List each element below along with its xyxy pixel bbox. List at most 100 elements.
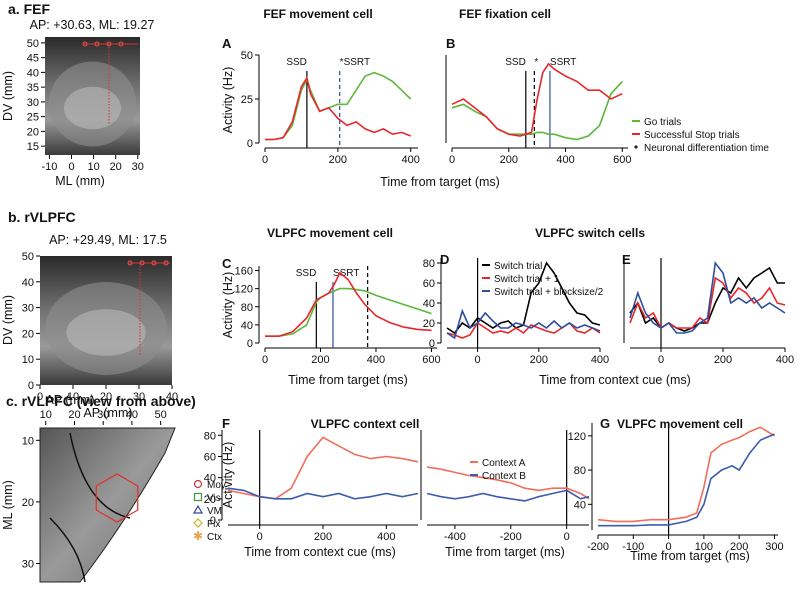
- series-line: [227, 487, 419, 500]
- y-tick-label: 25: [241, 94, 253, 106]
- image-decoration: [39, 427, 176, 583]
- legend-label: Context B: [482, 471, 526, 482]
- legend-swatch: [634, 145, 638, 149]
- event-label: SSRT: [333, 268, 360, 279]
- event-label: SSD: [286, 57, 307, 68]
- y-tick-label: 50: [22, 251, 34, 263]
- x-tick-label: 0: [257, 531, 263, 543]
- y-tick-label: 30: [22, 303, 34, 315]
- legend-label: Context A: [482, 458, 526, 469]
- series-line: [598, 433, 775, 527]
- x-axis-label: ML (mm): [55, 174, 105, 188]
- y-tick-label: 10: [22, 354, 34, 366]
- event-label: SSRT: [550, 57, 577, 68]
- grid-hole: [106, 41, 112, 47]
- y-tick-label: 35: [27, 82, 39, 94]
- x-axis-label: Time from context cue (ms): [539, 373, 691, 387]
- y-axis-label: Activity (Hz): [221, 67, 235, 134]
- y-tick-label: 40: [574, 499, 586, 511]
- grid-hole: [151, 260, 157, 266]
- series-line: [446, 308, 601, 340]
- x-tick-label: 20: [110, 161, 122, 173]
- event-label: SSD: [296, 268, 317, 279]
- y-tick-label: 40: [241, 320, 253, 332]
- y-axis-label: Activity (Hz): [221, 272, 235, 339]
- x-tick-label: 400: [402, 154, 420, 166]
- x-tick-label: 0: [262, 354, 268, 366]
- y-tick-label: 50: [27, 38, 39, 50]
- x-tick-label: 400: [556, 154, 574, 166]
- x-tick-label: -400: [444, 531, 466, 543]
- panel-letter: B: [446, 36, 455, 51]
- panel-letter: E: [622, 252, 631, 267]
- series-line: [597, 426, 775, 523]
- y-tick-label: 20: [204, 494, 216, 506]
- x-tick-label: 300: [765, 541, 783, 553]
- y-tick-label: 40: [423, 298, 435, 310]
- series-line: [629, 261, 786, 334]
- y-tick-label: 160: [235, 266, 253, 278]
- panel-title: FEF fixation cell: [459, 7, 551, 21]
- x-axis-label: Time from target (ms): [380, 175, 500, 189]
- panel-title: VLPFC movement cell: [267, 226, 393, 240]
- image-decoration: [45, 37, 140, 155]
- x-tick-label: -100: [622, 541, 644, 553]
- y-tick-label: 10: [22, 435, 34, 447]
- y-tick-label: 20: [22, 497, 34, 509]
- x-tick-label: 400: [591, 354, 609, 366]
- x-tick-label: 30: [133, 391, 145, 403]
- image-decoration: [40, 256, 172, 385]
- x-tick-label: 200: [311, 354, 329, 366]
- white-matter: [64, 86, 121, 130]
- panel-title: FEF movement cell: [263, 7, 372, 21]
- grid-hole: [94, 41, 100, 47]
- panel-letter: A: [222, 36, 232, 51]
- x-axis-label: Time from target (ms): [630, 549, 750, 563]
- y-axis-label: DV (mm): [1, 295, 15, 345]
- panel-title: a. FEF: [8, 1, 50, 17]
- y-tick-label: 80: [204, 430, 216, 442]
- y-tick-label: 0: [247, 138, 253, 150]
- x-axis-label: AP (mm): [45, 393, 94, 407]
- x-tick-label: -200: [500, 531, 522, 543]
- series-line: [265, 271, 432, 337]
- y-tick-label: 45: [27, 53, 39, 65]
- legend-symbol: [193, 492, 203, 502]
- series-line: [227, 436, 419, 500]
- y-tick-label: 50: [241, 50, 253, 62]
- x-tick-label: 10: [87, 161, 99, 173]
- y-tick-label: 30: [27, 97, 39, 109]
- y-tick-label: 0: [247, 338, 253, 350]
- x-tick-label: 30: [97, 409, 109, 421]
- series-line: [446, 321, 601, 339]
- x-tick-label: 40: [166, 391, 178, 403]
- white-matter: [66, 309, 146, 356]
- sulcus: [49, 517, 86, 583]
- x-tick-label: 600: [613, 154, 631, 166]
- panel-title: VLPFC switch cells: [535, 226, 645, 240]
- x-tick-label: 200: [329, 154, 347, 166]
- legend-label: Ctx: [207, 532, 222, 543]
- series-line: [265, 287, 432, 337]
- panel-subtitle: AP: +30.63, ML: 19.27: [30, 18, 155, 32]
- panel-title: b. rVLPFC: [8, 209, 76, 225]
- y-tick-label: 80: [574, 465, 586, 477]
- x-tick-label: 0: [37, 391, 43, 403]
- y-tick-label: 60: [423, 278, 435, 290]
- legend-label: Switch trial + 1: [494, 274, 560, 285]
- y-tick-label: 15: [27, 141, 39, 153]
- grid-hole: [127, 260, 133, 266]
- event-label: *: [534, 57, 538, 68]
- grid-hole: [118, 41, 124, 47]
- y-tick-label: 40: [27, 67, 39, 79]
- y-tick-label: 25: [27, 112, 39, 124]
- legend-label: Mov: [207, 480, 226, 491]
- y-tick-label: 20: [22, 328, 34, 340]
- y-tick-label: 120: [568, 431, 586, 443]
- y-tick-label: 80: [241, 302, 253, 314]
- x-tick-label: -200: [587, 541, 609, 553]
- legend-label: Successful Stop trials: [644, 130, 740, 141]
- series-line: [451, 62, 623, 137]
- panel-letter: D: [440, 252, 449, 267]
- legend-symbol: [193, 479, 203, 489]
